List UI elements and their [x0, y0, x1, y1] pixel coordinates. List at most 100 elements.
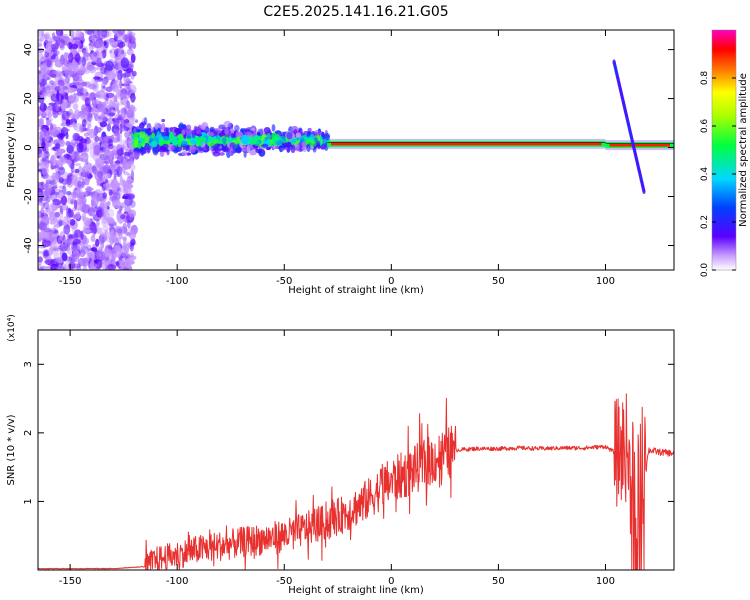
colorbar-tick-label: 0.2 — [700, 215, 710, 229]
colorbar-tick-label: 0.8 — [700, 71, 710, 86]
spectrogram-point — [105, 182, 109, 187]
spectrogram-point — [143, 116, 148, 125]
spectrogram-point — [221, 136, 227, 144]
spectrogram-point — [63, 215, 68, 227]
spectrogram-point — [106, 200, 111, 207]
spectrogram-point — [56, 266, 65, 270]
spectrogram-point — [86, 173, 93, 179]
spectrogram-point — [120, 259, 126, 269]
spectrogram-point — [265, 146, 271, 151]
spectrogram-point — [281, 137, 287, 143]
spectrogram-point — [202, 145, 210, 153]
spectrogram-point — [48, 203, 56, 214]
spectrogram-point — [111, 83, 119, 93]
spectrogram-point — [41, 61, 48, 69]
spectrogram-point — [79, 88, 88, 97]
spectrogram-point — [57, 244, 65, 250]
spectrogram-point — [102, 85, 106, 89]
spectrogram-point — [124, 131, 130, 139]
spectrogram-point — [107, 117, 115, 125]
spectrogram-point — [70, 30, 75, 38]
spectrogram-point — [128, 209, 137, 218]
spectrogram-point — [114, 160, 121, 164]
spectrogram-point — [186, 144, 190, 150]
spectrogram-point — [273, 134, 281, 142]
spectrogram-point — [126, 80, 133, 84]
spectrogram-point — [59, 84, 64, 94]
spectrogram-point — [123, 181, 131, 191]
spectrogram-point — [52, 198, 62, 206]
spectrogram-point — [117, 36, 121, 44]
spectrogram-point — [113, 118, 120, 130]
spectrogram-point — [129, 152, 134, 164]
spectrogram-point — [72, 37, 80, 41]
spectrogram-point — [162, 135, 170, 141]
spectrogram-point — [79, 151, 89, 163]
spectrogram-point — [116, 228, 123, 234]
spectrogram-point — [89, 207, 94, 216]
spectrogram-point — [50, 49, 60, 57]
spectrogram-point — [115, 103, 120, 112]
spectrogram-point — [60, 95, 64, 101]
spectrogram-point — [54, 61, 63, 68]
spectrogram-point — [65, 190, 72, 196]
spectrogram-point — [99, 136, 106, 141]
spectrogram-point — [91, 99, 97, 104]
spectrogram-point — [38, 162, 45, 166]
spectrogram-point — [82, 166, 86, 174]
spectrogram-point — [291, 138, 297, 144]
spectrogram-point — [116, 236, 121, 247]
spectrogram-point — [63, 58, 68, 62]
spectrogram-line-core — [331, 142, 602, 146]
spectrogram-point — [66, 175, 72, 186]
spectrogram-point — [108, 97, 117, 103]
spectrogram-point — [81, 203, 91, 214]
spectrogram-point — [110, 164, 116, 170]
spectrogram-point — [101, 93, 107, 101]
spectrogram-point — [103, 173, 111, 179]
spectrogram-point — [76, 70, 85, 74]
spectrogram-point — [74, 82, 82, 86]
spectrogram-point — [58, 219, 63, 227]
spectrogram-point — [129, 199, 136, 208]
spectrogram-point — [214, 143, 221, 149]
spectrogram-point — [106, 205, 110, 210]
snr-panel: -150 -100 -50 0 50 100 1 2 3 Height of straight… — [6, 314, 675, 596]
spectrogram-point — [316, 140, 321, 149]
x-tick-label: -100 — [166, 276, 189, 287]
spectrogram-point — [70, 198, 74, 205]
colorbar-label: Normalized spectral amplitude — [738, 73, 749, 227]
spectrogram-point — [169, 131, 174, 139]
spectrogram-point — [38, 198, 43, 203]
spectrogram-point — [190, 139, 197, 145]
spectrogram-point — [92, 30, 101, 39]
spectrogram-point — [115, 49, 119, 56]
spectrogram-point — [78, 249, 86, 258]
y-tick-label: 20 — [23, 92, 34, 105]
spectrogram-point — [222, 147, 229, 153]
spectrogram-point — [130, 95, 136, 102]
spectrogram-point — [80, 230, 84, 240]
spectrogram-point — [56, 133, 64, 139]
spectrogram-point — [115, 131, 123, 142]
x-tick-label: 0 — [388, 276, 394, 287]
snr-x-label: Height of straight line (km) — [288, 585, 424, 596]
spectrogram-point — [55, 150, 60, 157]
spectrogram-point — [151, 132, 155, 139]
spectrogram-point — [230, 133, 235, 138]
spectrogram-point — [119, 126, 128, 132]
spectrogram-point — [112, 80, 116, 84]
spectrogram-point — [57, 79, 65, 88]
spectrogram-point — [85, 165, 92, 172]
spectrogram-point — [121, 146, 131, 151]
spectrogram-point — [127, 106, 133, 115]
spectrogram-point — [38, 267, 44, 270]
spectrogram-point — [123, 152, 129, 160]
spectrogram-point — [241, 135, 249, 145]
spectrogram-point — [53, 35, 61, 42]
spectrogram-point — [84, 97, 91, 107]
spectrogram-point — [99, 231, 107, 237]
spectrogram-point — [86, 251, 94, 257]
spectrogram-point — [53, 249, 59, 261]
spectrogram-point — [126, 48, 134, 56]
